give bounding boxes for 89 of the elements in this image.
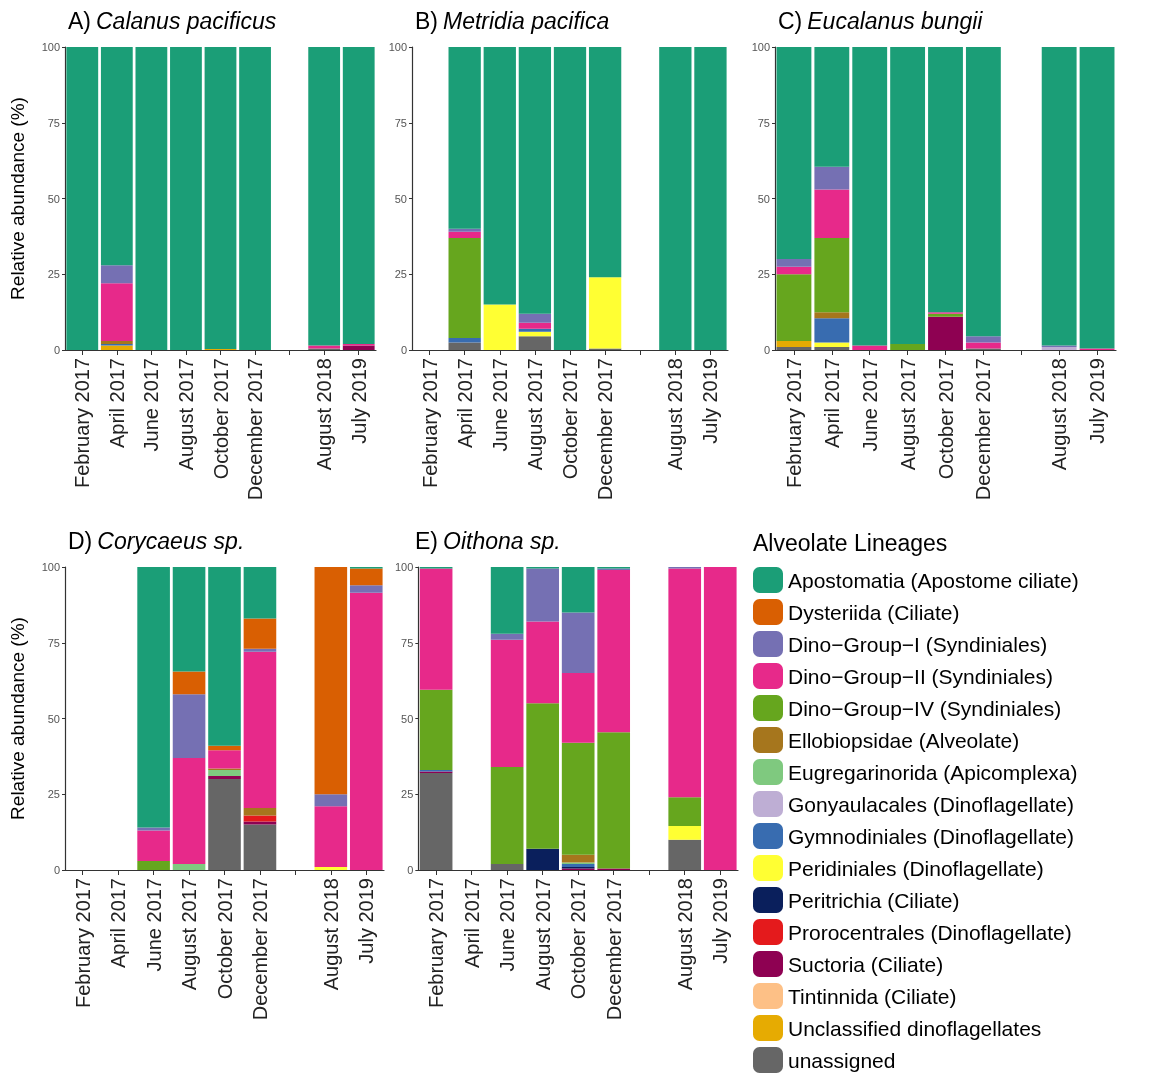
y-tick-label: 100 [394, 561, 414, 573]
y-tick-label: 25 [757, 268, 770, 281]
y-tick-label: 75 [47, 116, 60, 129]
y-tick-label: 25 [394, 268, 407, 281]
x-tick-label: December 2017 [244, 358, 267, 501]
chart-title: E) Oithona sp. [415, 527, 561, 554]
x-tick-label: August 2018 [319, 878, 342, 991]
x-tick-label: October 2017 [559, 358, 581, 480]
x-tick-label: June 2017 [142, 878, 165, 972]
y-axis-title: Relative abundance (%) [7, 617, 28, 820]
x-tick-label: April 2017 [460, 878, 483, 969]
y-tick-label: 0 [53, 864, 60, 876]
y-tick-label: 100 [41, 41, 60, 53]
x-tick-label: October 2017 [209, 358, 232, 480]
x-tick-label: August 2017 [178, 878, 201, 991]
x-tick-label: June 2017 [496, 878, 519, 972]
x-tick-label: June 2017 [140, 358, 163, 452]
y-tick-label: 0 [53, 344, 60, 356]
legend-label: Gonyaulacales (Dinoflagellate) [788, 792, 1074, 816]
y-tick-label: 75 [757, 116, 770, 129]
x-tick-label: July 2019 [699, 358, 722, 444]
x-tick-label: August 2018 [664, 358, 687, 471]
x-tick-label: August 2018 [313, 358, 336, 471]
x-tick-label: April 2017 [820, 358, 843, 449]
x-tick-label: July 2019 [347, 358, 370, 444]
legend-label: Dino−Group−I (Syndiniales) [788, 632, 1048, 656]
legend-label: unassigned [788, 1048, 896, 1072]
chart-title: B) Metridia pacifica [415, 7, 610, 34]
x-tick-label: August 2017 [523, 358, 546, 471]
x-tick-label: August 2018 [1048, 358, 1071, 471]
chart-title: D) Corycaeus sp. [68, 527, 245, 554]
y-tick-label: 100 [41, 561, 60, 573]
x-tick-label: February 2017 [71, 358, 94, 489]
x-tick-label: February 2017 [425, 878, 448, 1009]
y-tick-label: 100 [388, 41, 407, 53]
legend-title: Alveolate Lineages [753, 529, 948, 556]
legend-label: Dino−Group−II (Syndiniales) [788, 664, 1053, 688]
x-tick-label: February 2017 [782, 358, 805, 489]
legend-label: Peridiniales (Dinoflagellate) [788, 856, 1044, 880]
x-tick-label: October 2017 [213, 878, 236, 1000]
x-tick-label: December 2017 [594, 358, 617, 501]
x-tick-label: February 2017 [418, 358, 441, 489]
legend-label: Eugregarinorida (Apicomplexa) [788, 760, 1078, 784]
legend-label: Tintinnida (Ciliate) [788, 984, 957, 1008]
legend-label: Gymnodiniales (Dinoflagellate) [788, 824, 1074, 848]
legend-label: Prorocentrales (Dinoflagellate) [788, 920, 1072, 944]
x-tick-label: June 2017 [488, 358, 511, 452]
y-tick-label: 25 [47, 268, 60, 281]
y-tick-label: 0 [763, 344, 770, 356]
x-tick-label: June 2017 [858, 358, 881, 452]
x-tick-label: December 2017 [248, 878, 271, 1021]
y-tick-label: 0 [407, 864, 414, 876]
x-tick-label: February 2017 [71, 878, 94, 1009]
y-tick-label: 50 [47, 712, 60, 725]
y-tick-label: 25 [47, 788, 60, 801]
x-tick-label: December 2017 [602, 878, 625, 1021]
legend-label: Ellobiopsidae (Alveolate) [788, 728, 1020, 752]
y-tick-label: 75 [47, 636, 60, 649]
y-tick-label: 25 [401, 788, 414, 801]
x-tick-label: July 2019 [1086, 358, 1109, 444]
x-tick-label: April 2017 [105, 358, 128, 449]
y-tick-label: 100 [751, 41, 770, 53]
y-tick-label: 50 [757, 192, 770, 205]
x-tick-label: August 2017 [174, 358, 197, 471]
y-tick-label: 75 [401, 636, 414, 649]
x-tick-label: October 2017 [934, 358, 957, 480]
x-tick-label: July 2019 [709, 878, 732, 964]
x-tick-label: August 2017 [896, 358, 919, 471]
y-tick-label: 50 [401, 712, 414, 725]
legend-label: Suctoria (Ciliate) [788, 952, 944, 976]
x-tick-label: July 2019 [355, 878, 378, 964]
x-tick-label: October 2017 [567, 878, 590, 1000]
legend-label: Peritrichia (Ciliate) [788, 888, 960, 912]
y-tick-label: 0 [400, 344, 407, 356]
chart-title: C) Eucalanus bungii [778, 7, 984, 34]
x-tick-label: April 2017 [453, 358, 476, 449]
x-tick-label: April 2017 [107, 878, 130, 969]
x-tick-label: August 2018 [673, 878, 696, 991]
legend-label: Dino−Group−IV (Syndiniales) [788, 696, 1062, 720]
legend-label: Unclassified dinoflagellates [788, 1016, 1042, 1040]
legend-label: Dysteriida (Ciliate) [788, 600, 960, 624]
legend-label: Apostomatia (Apostome ciliate) [788, 568, 1079, 592]
y-tick-label: 50 [47, 192, 60, 205]
x-tick-label: December 2017 [972, 358, 995, 501]
y-axis-title: Relative abundance (%) [7, 97, 28, 300]
chart-title: A) Calanus pacificus [68, 7, 277, 34]
y-tick-label: 75 [394, 116, 407, 129]
y-tick-label: 50 [394, 192, 407, 205]
x-tick-label: August 2017 [531, 878, 554, 991]
